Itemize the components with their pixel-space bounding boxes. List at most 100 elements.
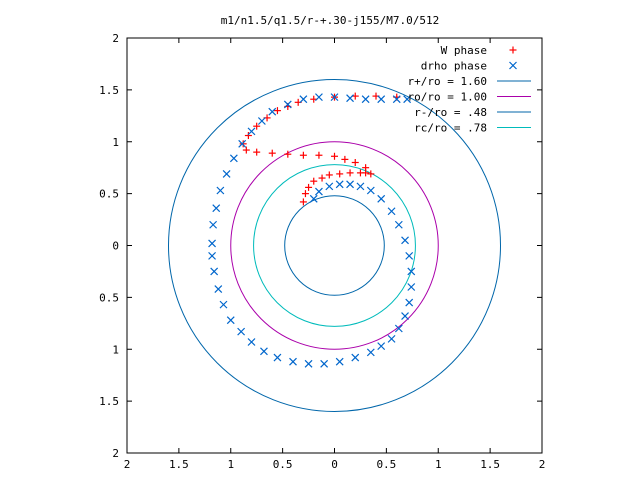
drho-phase-point <box>268 107 277 116</box>
drho-phase-point <box>346 94 354 103</box>
y-tick-label: 1.5 <box>99 84 119 97</box>
drho-phase-point <box>401 236 409 245</box>
legend: W phase drho phase r+/ro = 1.60 ro/ro = 1.0… <box>408 44 531 135</box>
x-tick-label: 1 <box>435 458 442 471</box>
w-phase-point <box>284 150 292 158</box>
drho-phase-point <box>405 298 414 307</box>
w-phase-point <box>299 151 307 159</box>
drho-phase-point <box>394 324 403 333</box>
drho-phase-point <box>247 127 256 136</box>
drho-phase-point <box>210 267 219 276</box>
legend-marker <box>509 61 517 70</box>
drho-phase-point <box>208 251 216 260</box>
w-phase-point <box>367 170 375 178</box>
w-phase-point <box>268 149 276 157</box>
drho-phase-point <box>226 316 235 325</box>
w-phase-point <box>253 122 261 130</box>
drho-phase-point <box>257 117 266 125</box>
x-tick-label: 1.5 <box>169 458 189 471</box>
legend-label: ro/ro = 1.00 <box>408 91 487 104</box>
drho-phase-point <box>361 95 370 104</box>
drho-phase-point <box>212 204 221 213</box>
x-tick-label: 2 <box>124 458 131 471</box>
drho-phase-point <box>229 154 238 163</box>
drho-phase-point <box>222 169 231 178</box>
circle-series <box>284 195 385 296</box>
x-tick-label: 1 <box>227 458 234 471</box>
drho-phase-point <box>377 95 386 104</box>
drho-phase-point <box>387 334 396 343</box>
y-tick-label: 1 <box>112 136 119 149</box>
drho-phase-point <box>405 251 414 260</box>
drho-phase-point <box>377 342 386 351</box>
drho-phase-point <box>299 95 308 104</box>
x-tick-label: 1.5 <box>480 458 500 471</box>
w-phase-point <box>242 146 250 154</box>
w-phase-point <box>318 174 326 182</box>
axis-ticks: 2 1.5 1 0.5 0 0.5 1 1.5 221.510.500.511.52 <box>99 32 545 471</box>
w-phase-point <box>299 198 307 206</box>
w-phase-point <box>239 140 247 148</box>
legend-label: rc/ro = .78 <box>414 122 487 135</box>
drho-phase-point <box>387 207 396 216</box>
drho-phase-point <box>356 182 365 191</box>
w-phase-point <box>310 177 318 185</box>
drho-phase-point <box>403 95 412 104</box>
w-phase-point <box>273 107 281 115</box>
drho-phase-point <box>283 100 292 109</box>
drho-phase-point <box>247 338 256 346</box>
drho-phase-point <box>392 95 401 104</box>
y-tick-label: 2 <box>112 447 119 460</box>
drho-phase-point <box>394 220 403 229</box>
y-tick-label: 0.5 <box>99 188 119 201</box>
drho-phase-point <box>335 180 344 189</box>
w-phase-point <box>301 190 309 198</box>
legend-label: drho phase <box>421 60 487 73</box>
y-tick-label: 0.5 <box>99 291 119 304</box>
points-group <box>208 92 416 368</box>
drho-phase-point <box>320 359 329 368</box>
legend-marker <box>509 46 517 54</box>
w-phase-point <box>325 171 333 179</box>
drho-phase-point <box>219 300 228 309</box>
x-tick-label: 0 <box>331 458 338 471</box>
drho-phase-point <box>407 267 416 276</box>
x-tick-label: 0.5 <box>376 458 396 471</box>
drho-phase-point <box>289 357 297 366</box>
y-tick-label: 1 <box>112 343 119 356</box>
drho-phase-point <box>260 347 268 356</box>
drho-phase-point <box>209 220 218 229</box>
w-phase-point <box>346 169 354 177</box>
y-tick-label: 1.5 <box>99 395 119 408</box>
w-phase-point <box>315 151 323 159</box>
drho-phase-point <box>238 139 247 148</box>
y-tick-label: 2 <box>112 32 119 45</box>
drho-phase-point <box>309 194 318 203</box>
w-phase-point <box>336 170 344 178</box>
drho-phase-point <box>214 285 223 293</box>
drho-phase-point <box>330 93 339 102</box>
drho-phase-point <box>401 312 409 320</box>
drho-phase-point <box>315 93 323 102</box>
w-phase-point <box>351 159 359 166</box>
drho-phase-point <box>208 239 216 248</box>
legend-label: r+/ro = 1.60 <box>408 75 487 88</box>
drho-phase-point <box>407 283 416 291</box>
w-phase-point <box>305 183 313 191</box>
circle-series <box>168 79 501 412</box>
w-phase-point <box>253 148 261 156</box>
circle-series <box>230 141 439 350</box>
y-tick-label: 0 <box>112 240 119 253</box>
chart-title: m1/n1.5/q1.5/r-+.30-j155/M7.0/512 <box>221 14 440 27</box>
w-phase-point <box>244 132 252 140</box>
drho-phase-point <box>335 357 344 366</box>
drho-phase-point <box>315 187 323 196</box>
drho-phase-point <box>346 180 354 189</box>
x-tick-label: 2 <box>539 458 546 471</box>
drho-phase-point <box>237 327 246 336</box>
drho-phase-point <box>216 186 225 195</box>
w-phase-point <box>341 155 349 163</box>
w-phase-point <box>331 152 338 160</box>
drho-phase-point <box>351 353 360 362</box>
